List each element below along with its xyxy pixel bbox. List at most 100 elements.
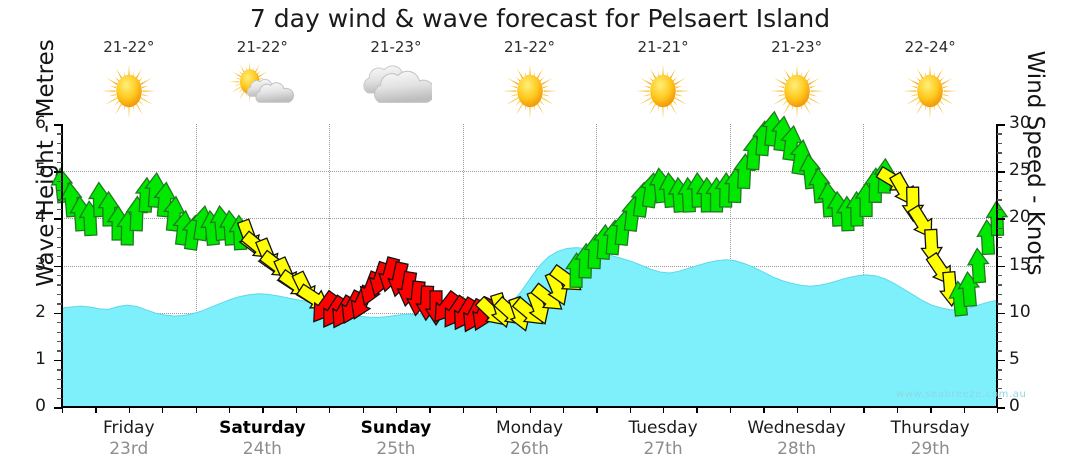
left-axis-tick-label: 6 — [35, 113, 46, 133]
left-axis-minor-tick — [57, 322, 62, 324]
day-name: Friday — [103, 418, 155, 438]
page-title: 7 day wind & wave forecast for Pelsaert … — [249, 4, 831, 33]
sun-icon — [863, 60, 997, 122]
sun-icon — [62, 60, 196, 122]
right-axis-tick — [997, 124, 1005, 126]
x-axis-tick — [729, 406, 732, 413]
day-header-friday: 21-22° — [62, 38, 196, 122]
right-axis-tick-label: 10 — [1009, 301, 1031, 322]
x-axis-tick — [663, 406, 665, 413]
right-axis-tick — [997, 218, 1005, 220]
day-header-saturday: 21-22° — [195, 38, 329, 122]
left-axis-minor-tick — [57, 397, 62, 399]
gridline-horizontal — [62, 171, 997, 173]
temperature-range: 21-23° — [771, 38, 823, 56]
left-axis-tick — [54, 407, 62, 409]
gridline-vertical — [462, 124, 464, 407]
x-axis-tick — [696, 406, 698, 413]
left-axis-tick — [54, 171, 62, 173]
right-axis-minor-tick — [997, 331, 1002, 333]
x-axis-tick — [295, 406, 298, 413]
left-axis-tick-label: 3 — [35, 254, 46, 275]
right-axis-minor-tick — [997, 237, 1002, 239]
x-axis-tick — [329, 406, 331, 413]
gridline-vertical — [863, 124, 865, 407]
left-axis-minor-tick — [57, 152, 62, 154]
left-axis-minor-tick — [57, 180, 62, 182]
sun-icon — [596, 60, 730, 122]
right-axis-minor-tick — [997, 274, 1002, 277]
temperature-range: 21-22° — [503, 38, 556, 56]
right-axis-minor-tick — [997, 322, 1002, 324]
x-axis-tick — [830, 406, 832, 413]
sun-icon — [730, 60, 864, 122]
day-date: 24th — [242, 439, 282, 459]
left-axis-minor-tick — [57, 161, 62, 164]
x-axis-tick — [562, 406, 565, 413]
right-axis-tick — [997, 265, 1005, 267]
x-axis-tick — [930, 406, 932, 413]
right-axis-tick-label: 25 — [1009, 160, 1031, 181]
watermark: www.seabreeze.com.au — [896, 389, 1027, 400]
day-footer-saturday: Saturday 24th — [195, 418, 329, 460]
left-axis-minor-tick — [57, 274, 62, 277]
right-axis-minor-tick — [997, 246, 1002, 248]
day-header-tuesday: 21-21° — [596, 38, 730, 122]
right-axis-minor-tick — [997, 284, 1002, 286]
left-axis-tick — [54, 124, 62, 126]
right-axis-minor-tick — [997, 388, 1002, 390]
x-axis-tick — [162, 406, 164, 413]
left-axis-tick — [54, 359, 62, 362]
day-name: Tuesday — [628, 418, 698, 438]
left-axis-minor-tick — [57, 246, 62, 248]
gridline-horizontal — [62, 218, 997, 220]
left-axis-minor-tick — [57, 369, 62, 371]
left-axis-minor-tick — [57, 293, 62, 296]
x-axis-tick — [395, 406, 398, 413]
temperature-range: 21-23° — [370, 38, 422, 56]
right-axis-minor-tick — [997, 340, 1002, 343]
day-date: 28th — [777, 439, 817, 459]
right-axis-minor-tick — [997, 133, 1002, 135]
day-footer-sunday: Sunday 25th — [329, 418, 463, 460]
day-header-thursday: 22-24° — [863, 38, 997, 122]
x-axis-tick — [496, 406, 498, 413]
right-axis-tick — [997, 407, 1005, 409]
left-axis-tick-label: 1 — [35, 348, 46, 369]
right-axis-minor-tick — [997, 180, 1002, 182]
left-axis-minor-tick — [57, 303, 62, 305]
day-header-sunday: 21-23° — [329, 38, 463, 124]
day-footer-wednesday: Wednesday 28th — [730, 418, 864, 460]
left-axis-minor-tick — [57, 190, 62, 192]
right-axis-minor-tick — [997, 350, 1002, 352]
right-axis-tick-label: 5 — [1009, 348, 1020, 369]
right-axis-minor-tick — [997, 293, 1002, 296]
x-axis-tick — [796, 406, 798, 413]
cloud-icon — [329, 62, 463, 124]
right-axis-minor-tick — [997, 256, 1002, 258]
right-axis-minor-tick — [997, 227, 1002, 230]
left-axis-minor-tick — [57, 208, 62, 211]
temperature-range: 21-21° — [637, 38, 689, 56]
wave-height-area-fill — [61, 247, 998, 408]
right-axis-tick-label: 30 — [1009, 113, 1031, 133]
left-axis-minor-tick — [57, 340, 62, 343]
day-date: 25th — [376, 439, 416, 459]
day-date: 23rd — [109, 439, 149, 459]
left-axis-tick — [54, 312, 62, 315]
x-axis-tick — [529, 406, 531, 413]
right-axis-minor-tick — [997, 161, 1002, 164]
temperature-range: 21-22° — [103, 38, 155, 56]
right-axis-minor-tick — [997, 378, 1002, 380]
x-axis-tick — [997, 406, 999, 413]
temperature-range: 21-22° — [236, 38, 288, 56]
day-date: 26th — [509, 439, 550, 459]
right-axis-minor-tick — [997, 397, 1002, 399]
right-axis-minor-tick — [997, 208, 1002, 211]
day-footer-tuesday: Tuesday 27th — [596, 418, 730, 460]
day-date: 29th — [910, 439, 950, 459]
day-name: Monday — [495, 418, 564, 438]
left-axis-tick-label: 0 — [35, 396, 46, 416]
